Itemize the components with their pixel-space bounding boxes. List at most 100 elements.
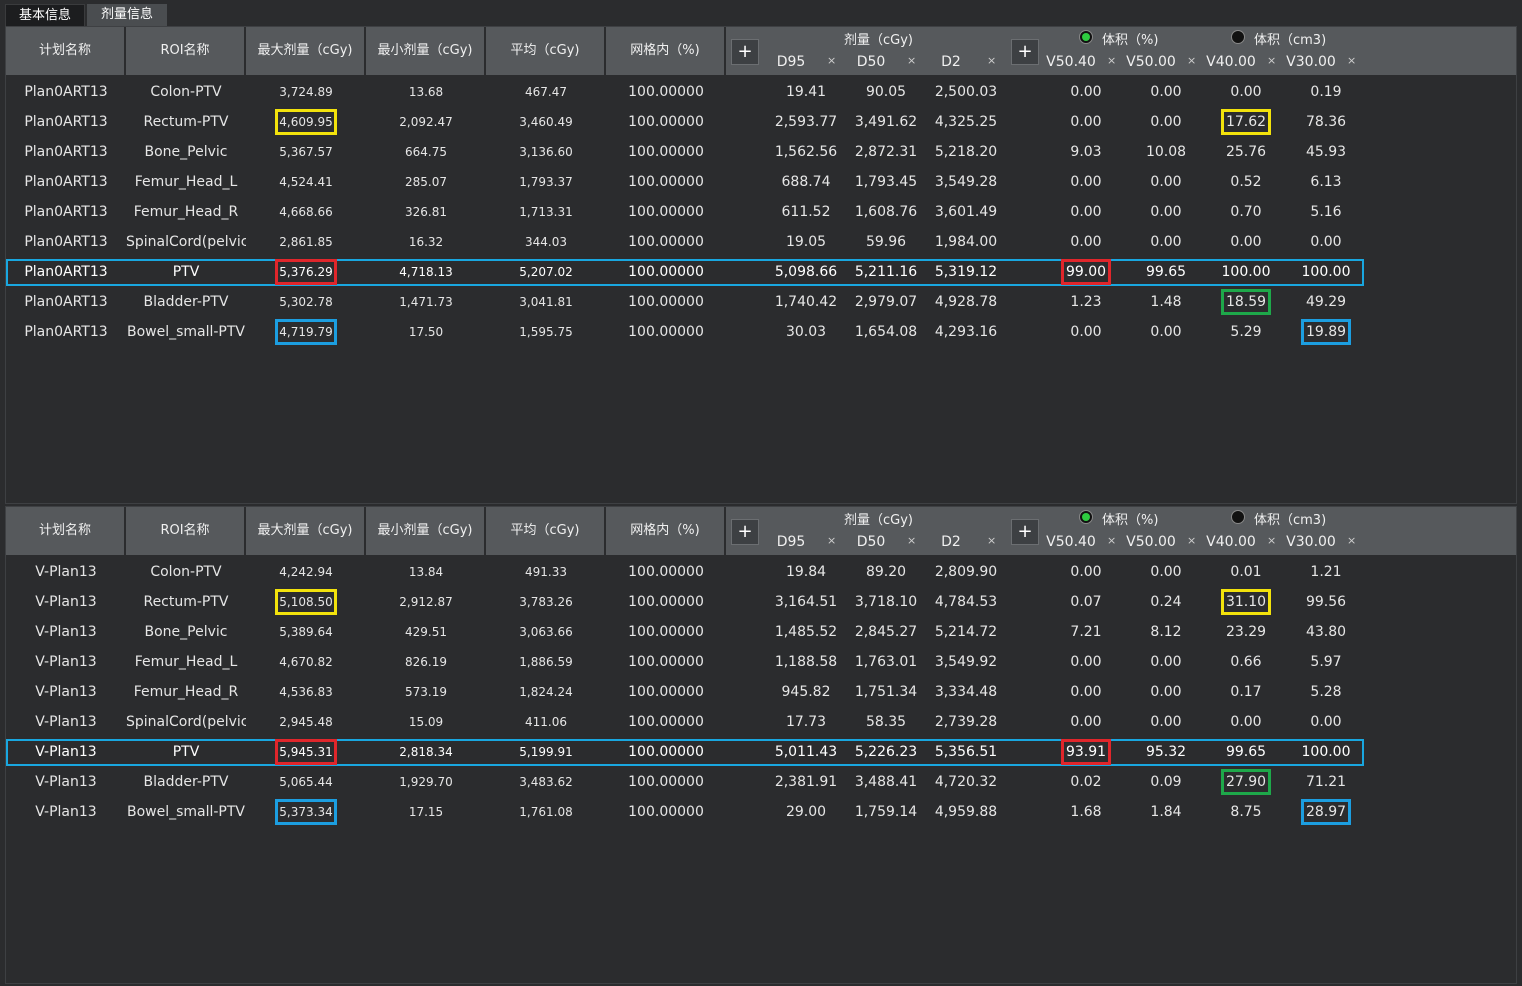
table-row[interactable]: Plan0ART13 PTV 5,376.29 4,718.13 5,207.02 100… [6,257,1516,287]
table-cell: 93.91 [1065,744,1107,760]
column-header[interactable]: ROI名称 [126,507,246,555]
remove-column-icon[interactable]: × [987,534,997,547]
column-header[interactable]: 平均（cGy) [486,27,606,75]
dose-subcolumn-header: D2 [941,54,961,70]
table-cell: 2,912.87 [399,595,453,609]
column-header[interactable]: 最小剂量（cGy) [366,27,486,75]
table-cell: 17.73 [785,714,827,730]
table-cell: Colon-PTV [150,564,222,580]
column-header[interactable]: 网格内（%) [606,507,726,555]
table-cell: 0.00 [1150,654,1182,670]
table-row[interactable]: V-Plan13 Bowel_small-PTV 5,373.34 17.15 1,76… [6,797,1516,827]
volume-cm3-radio-icon[interactable] [1231,30,1245,44]
table-cell: Plan0ART13 [24,84,108,100]
table-cell: 0.00 [1150,564,1182,580]
column-header[interactable]: 最大剂量（cGy) [246,507,366,555]
remove-column-icon[interactable]: × [827,534,837,547]
column-header[interactable]: 平均（cGy) [486,507,606,555]
dose-subcolumn-header: D95 [776,534,806,550]
table-cell: Colon-PTV [150,84,222,100]
remove-column-icon[interactable]: × [1347,54,1357,67]
table-cell: Bone_Pelvic [144,624,228,640]
column-header[interactable]: 计划名称 [6,27,126,75]
volume-subcolumn-header: V50.40 [1046,534,1096,550]
table-cell: 0.00 [1310,234,1342,250]
table-cell: 3,136.60 [519,145,573,159]
add-volume-column-button[interactable]: + [1011,39,1039,65]
table-cell: 58.35 [865,714,907,730]
table-cell: 3,718.10 [854,594,918,610]
remove-column-icon[interactable]: × [1347,534,1357,547]
table-cell: V-Plan13 [35,774,97,790]
table-cell: 4,718.13 [399,265,453,279]
table-cell: 3,041.81 [519,295,573,309]
add-dose-column-button[interactable]: + [731,519,759,545]
table-row[interactable]: Plan0ART13 Bowel_small-PTV 4,719.79 17.50 1,… [6,317,1516,347]
remove-column-icon[interactable]: × [987,54,997,67]
volume-cm3-radio-icon[interactable] [1231,510,1245,524]
table-cell: Plan0ART13 [24,324,108,340]
remove-column-icon[interactable]: × [827,54,837,67]
table-cell: 0.00 [1150,84,1182,100]
table-cell: 5,945.31 [279,745,333,759]
table-cell: 1,471.73 [399,295,453,309]
tab-bar: 基本信息 剂量信息 [0,0,1522,26]
table-cell: 0.00 [1070,684,1102,700]
table-cell: 0.00 [1310,714,1342,730]
volume-percent-radio-icon[interactable] [1079,510,1093,524]
column-header[interactable]: 计划名称 [6,507,126,555]
table-cell: Femur_Head_L [134,174,238,190]
table-cell: 99.65 [1145,264,1187,280]
column-header[interactable]: 网格内（%) [606,27,726,75]
table-row[interactable]: Plan0ART13 Femur_Head_R 4,668.66 326.81 1,71… [6,197,1516,227]
table-cell: 100.00000 [628,624,704,640]
table-row[interactable]: V-Plan13 Bone_Pelvic 5,389.64 429.51 3,063.6… [6,617,1516,647]
table-cell: SpinalCord(pelvic [126,234,246,250]
remove-column-icon[interactable]: × [1107,534,1117,547]
table-cell: PTV [172,264,200,280]
table-row[interactable]: Plan0ART13 Rectum-PTV 4,609.95 2,092.47 3,46… [6,107,1516,137]
column-header[interactable]: 最大剂量（cGy) [246,27,366,75]
dose-subcolumn-header: D50 [856,54,886,70]
remove-column-icon[interactable]: × [1267,534,1277,547]
volume-percent-group-label: 体积（%) [1102,513,1159,528]
table-cell: 5,218.20 [934,144,998,160]
table-cell: 1,188.58 [774,654,838,670]
table-row[interactable]: V-Plan13 Femur_Head_L 4,670.82 826.19 1,886.… [6,647,1516,677]
table-cell: 4,293.16 [934,324,998,340]
remove-column-icon[interactable]: × [1187,54,1197,67]
column-header[interactable]: ROI名称 [126,27,246,75]
table-cell: Bowel_small-PTV [126,804,246,820]
table-cell: 1.21 [1310,564,1342,580]
table-row[interactable]: Plan0ART13 SpinalCord(pelvic 2,861.85 16.32… [6,227,1516,257]
table-row[interactable]: Plan0ART13 Femur_Head_L 4,524.41 285.07 1,79… [6,167,1516,197]
table-cell: 2,381.91 [774,774,838,790]
table-cell: 4,609.95 [279,115,333,129]
table-row[interactable]: V-Plan13 Rectum-PTV 5,108.50 2,912.87 3,783.… [6,587,1516,617]
table-row[interactable]: V-Plan13 PTV 5,945.31 2,818.34 5,199.91 100.0… [6,737,1516,767]
table-cell: Plan0ART13 [24,204,108,220]
table-row[interactable]: Plan0ART13 Bone_Pelvic 5,367.57 664.75 3,136… [6,137,1516,167]
add-dose-column-button[interactable]: + [731,39,759,65]
table-cell: 4,524.41 [279,175,333,189]
table-cell: 1,713.31 [519,205,573,219]
column-header[interactable]: 最小剂量（cGy) [366,507,486,555]
table-row[interactable]: Plan0ART13 Bladder-PTV 5,302.78 1,471.73 3,0… [6,287,1516,317]
table-row[interactable]: V-Plan13 Colon-PTV 4,242.94 13.84 491.33 100.… [6,557,1516,587]
table-row[interactable]: V-Plan13 Femur_Head_R 4,536.83 573.19 1,824.… [6,677,1516,707]
table-cell: 0.00 [1070,714,1102,730]
remove-column-icon[interactable]: × [907,534,917,547]
table-row[interactable]: V-Plan13 SpinalCord(pelvic 2,945.48 15.09 41… [6,707,1516,737]
volume-percent-radio-icon[interactable] [1079,30,1093,44]
remove-column-icon[interactable]: × [1107,54,1117,67]
remove-column-icon[interactable]: × [1267,54,1277,67]
add-volume-column-button[interactable]: + [1011,519,1039,545]
table-row[interactable]: Plan0ART13 Colon-PTV 3,724.89 13.68 467.47 10… [6,77,1516,107]
remove-column-icon[interactable]: × [907,54,917,67]
table-cell: 15.09 [408,715,444,729]
tab-basic-info[interactable]: 基本信息 [5,4,85,26]
table-row[interactable]: V-Plan13 Bladder-PTV 5,065.44 1,929.70 3,483… [6,767,1516,797]
tab-dose-info[interactable]: 剂量信息 [87,4,167,26]
table-cell: 95.32 [1145,744,1187,760]
remove-column-icon[interactable]: × [1187,534,1197,547]
